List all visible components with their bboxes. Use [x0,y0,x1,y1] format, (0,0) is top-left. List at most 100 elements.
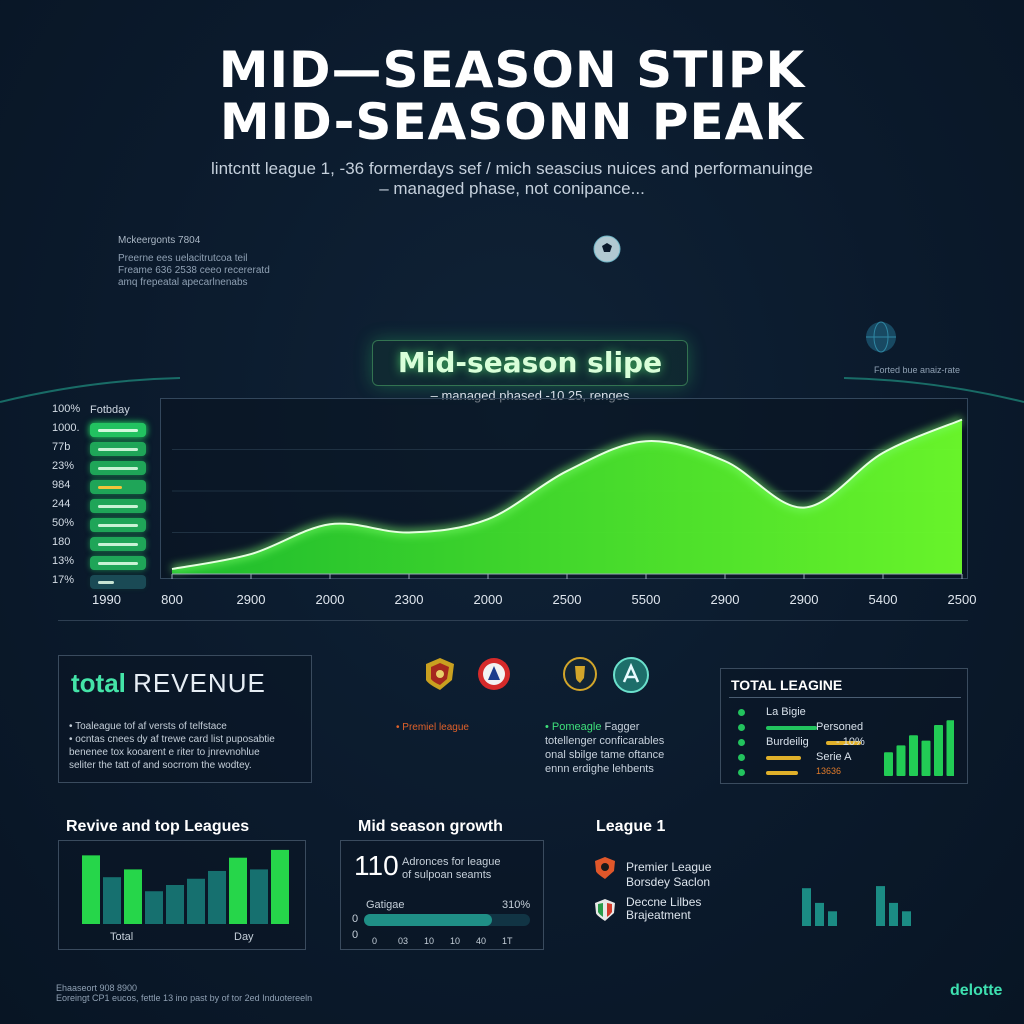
revenue-line-4: seliter the tatt of and socrrom the wodt… [69,760,252,771]
total-league-row-bar-1 [766,726,817,730]
league1-item1-line1: Premier League [626,860,712,874]
total-league-row-bar-3 [766,756,801,760]
x-tick-label-4: 2000 [473,592,503,607]
x-tick-label-1: 2900 [236,592,266,607]
x-tick-label-5: 2500 [552,592,582,607]
revenue-panel: total REVENUE • Toaleague tof af versts … [58,655,312,783]
revive-bar-6 [208,870,226,924]
left-tick-label-1: 1000. [52,422,80,434]
premier-league-crest-icon [595,857,615,879]
total-league-bar-5 [946,720,954,776]
x-tick-label-9: 5400 [868,592,898,607]
total-league-row-value-2: - 10% [836,736,865,748]
badge-right-caption-bold: • Pomeagle [545,721,602,733]
right-note: Forted bue anaiz-rate [874,365,961,375]
mid-growth-panel [340,840,544,950]
footer-brand[interactable]: delotte [950,982,1003,999]
total-league-row-bar-4 [766,771,798,775]
soccer-ball-icon [593,235,621,263]
left-pill-fill-2 [98,448,138,451]
mini-bar-a-0 [802,888,811,926]
left-pill-8 [90,556,146,570]
left-pill-fill-9 [98,581,114,584]
globe-icon [866,321,896,353]
total-league-rule [729,697,961,698]
badge-right-line-3: onal sbilge tame oftance [545,749,665,761]
left-note-line-2: Freame 636 2538 ceeo recereratd [118,265,270,276]
mid-growth-zero-a: 0 [352,913,359,925]
left-tick-label-4: 984 [52,479,71,491]
mid-growth-desc-1: Adronces for league [402,856,501,868]
league1-item2-line2: Brajeatment [626,908,691,922]
total-league-dot-0 [738,709,745,716]
total-league-dot-3 [738,754,745,761]
badge-right-line-4: ennn erdighe lehbents [545,763,654,775]
left-pill-fill-6 [98,524,138,527]
revive-xlabel-right: Day [234,931,254,943]
revenue-line-3: benenee tox kooarent e riter to jnrevnoh… [69,747,260,758]
mid-growth-progress-fill [364,914,492,926]
mini-bar-a-1 [815,902,824,926]
revenue-line-1: • Toaleague tof af versts of telfstace [69,721,227,732]
total-league-bar-2 [909,735,918,776]
badge-right-line-2: totellenger conficarables [545,735,665,747]
revenue-title-rest: REVENUE [133,668,266,698]
total-league-row-1: Personed [738,721,878,735]
league1-item2-line1: Deccne Lilbes [626,895,702,909]
mid-growth-tick-5: 1T [502,936,513,946]
left-pill-4 [90,480,146,494]
revive-bar-chart [82,849,289,924]
page-subtitle-line-2: – managed phase, not conipance... [379,179,645,198]
mid-growth-bar-label: Gatigae [366,899,405,911]
revive-bar-5 [187,878,205,924]
mid-growth-number: 110 [354,850,399,881]
revive-bar-9 [271,849,289,924]
total-league-row-0: La Bigie [738,706,878,720]
left-pill-fill-8 [98,562,138,565]
league1-item1-line2: Borsdey Saclon [626,875,711,889]
left-pill-9 [90,575,146,589]
left-pill-3 [90,461,146,475]
club-badge-red-icon [478,658,510,690]
area-fill [172,419,962,574]
area-line [171,418,963,571]
total-league-title: TOTAL LEAGINE [731,677,843,693]
revive-bar-3 [145,891,163,924]
total-league-row-value-3: Serie A [816,751,852,763]
league-crest-tricolor-icon [595,899,615,921]
left-note-line-1: Preerne ees uelacitrutcoa teil [118,253,248,264]
mid-growth-zero-b: 0 [352,929,359,941]
mini-bar-b-2 [902,911,911,926]
revive-bar-8 [250,869,268,924]
mini-bar-b-1 [889,902,898,926]
total-league-bar-3 [921,740,931,776]
badge-right-caption-rest: Fagger [604,721,640,733]
page-title-line-2: MID-SEASONN PEAK [219,93,805,151]
left-pill-fill-5 [98,505,138,508]
revenue-title-bold: total [71,668,126,698]
x-tick-label-7: 2900 [710,592,740,607]
revive-bar-1 [103,877,121,924]
left-pill-fill-0 [98,429,138,432]
chart-title: Mid-season slipe [372,340,688,386]
club-badge-teal-icon [613,657,649,693]
total-league-row-label-0: La Bigie [766,706,806,718]
mini-bar-a-2 [828,911,837,926]
total-league-row-3: Serie A [738,751,878,765]
mini-bar-chart-a [802,888,837,926]
divider [58,620,968,621]
revive-bar-4 [166,885,184,924]
total-league-row-4: 13636 [738,766,878,780]
mid-growth-tick-0: 0 [372,936,378,946]
mid-growth-progress-track [364,914,530,926]
total-league-bar-0 [884,752,893,776]
mid-growth-tick-3: 10 [450,936,461,946]
mid-growth-title: Mid season growth [358,818,503,835]
left-tick-label-7: 180 [52,536,71,548]
mini-bar-chart-b [876,886,911,926]
horizon-glow [0,377,1024,403]
left-pill-fill-4 [98,486,122,489]
left-tick-label-8: 13% [52,555,75,567]
total-league-row-label-2: Burdeilig [766,736,809,748]
left-tick-label-9: 17% [52,574,75,586]
